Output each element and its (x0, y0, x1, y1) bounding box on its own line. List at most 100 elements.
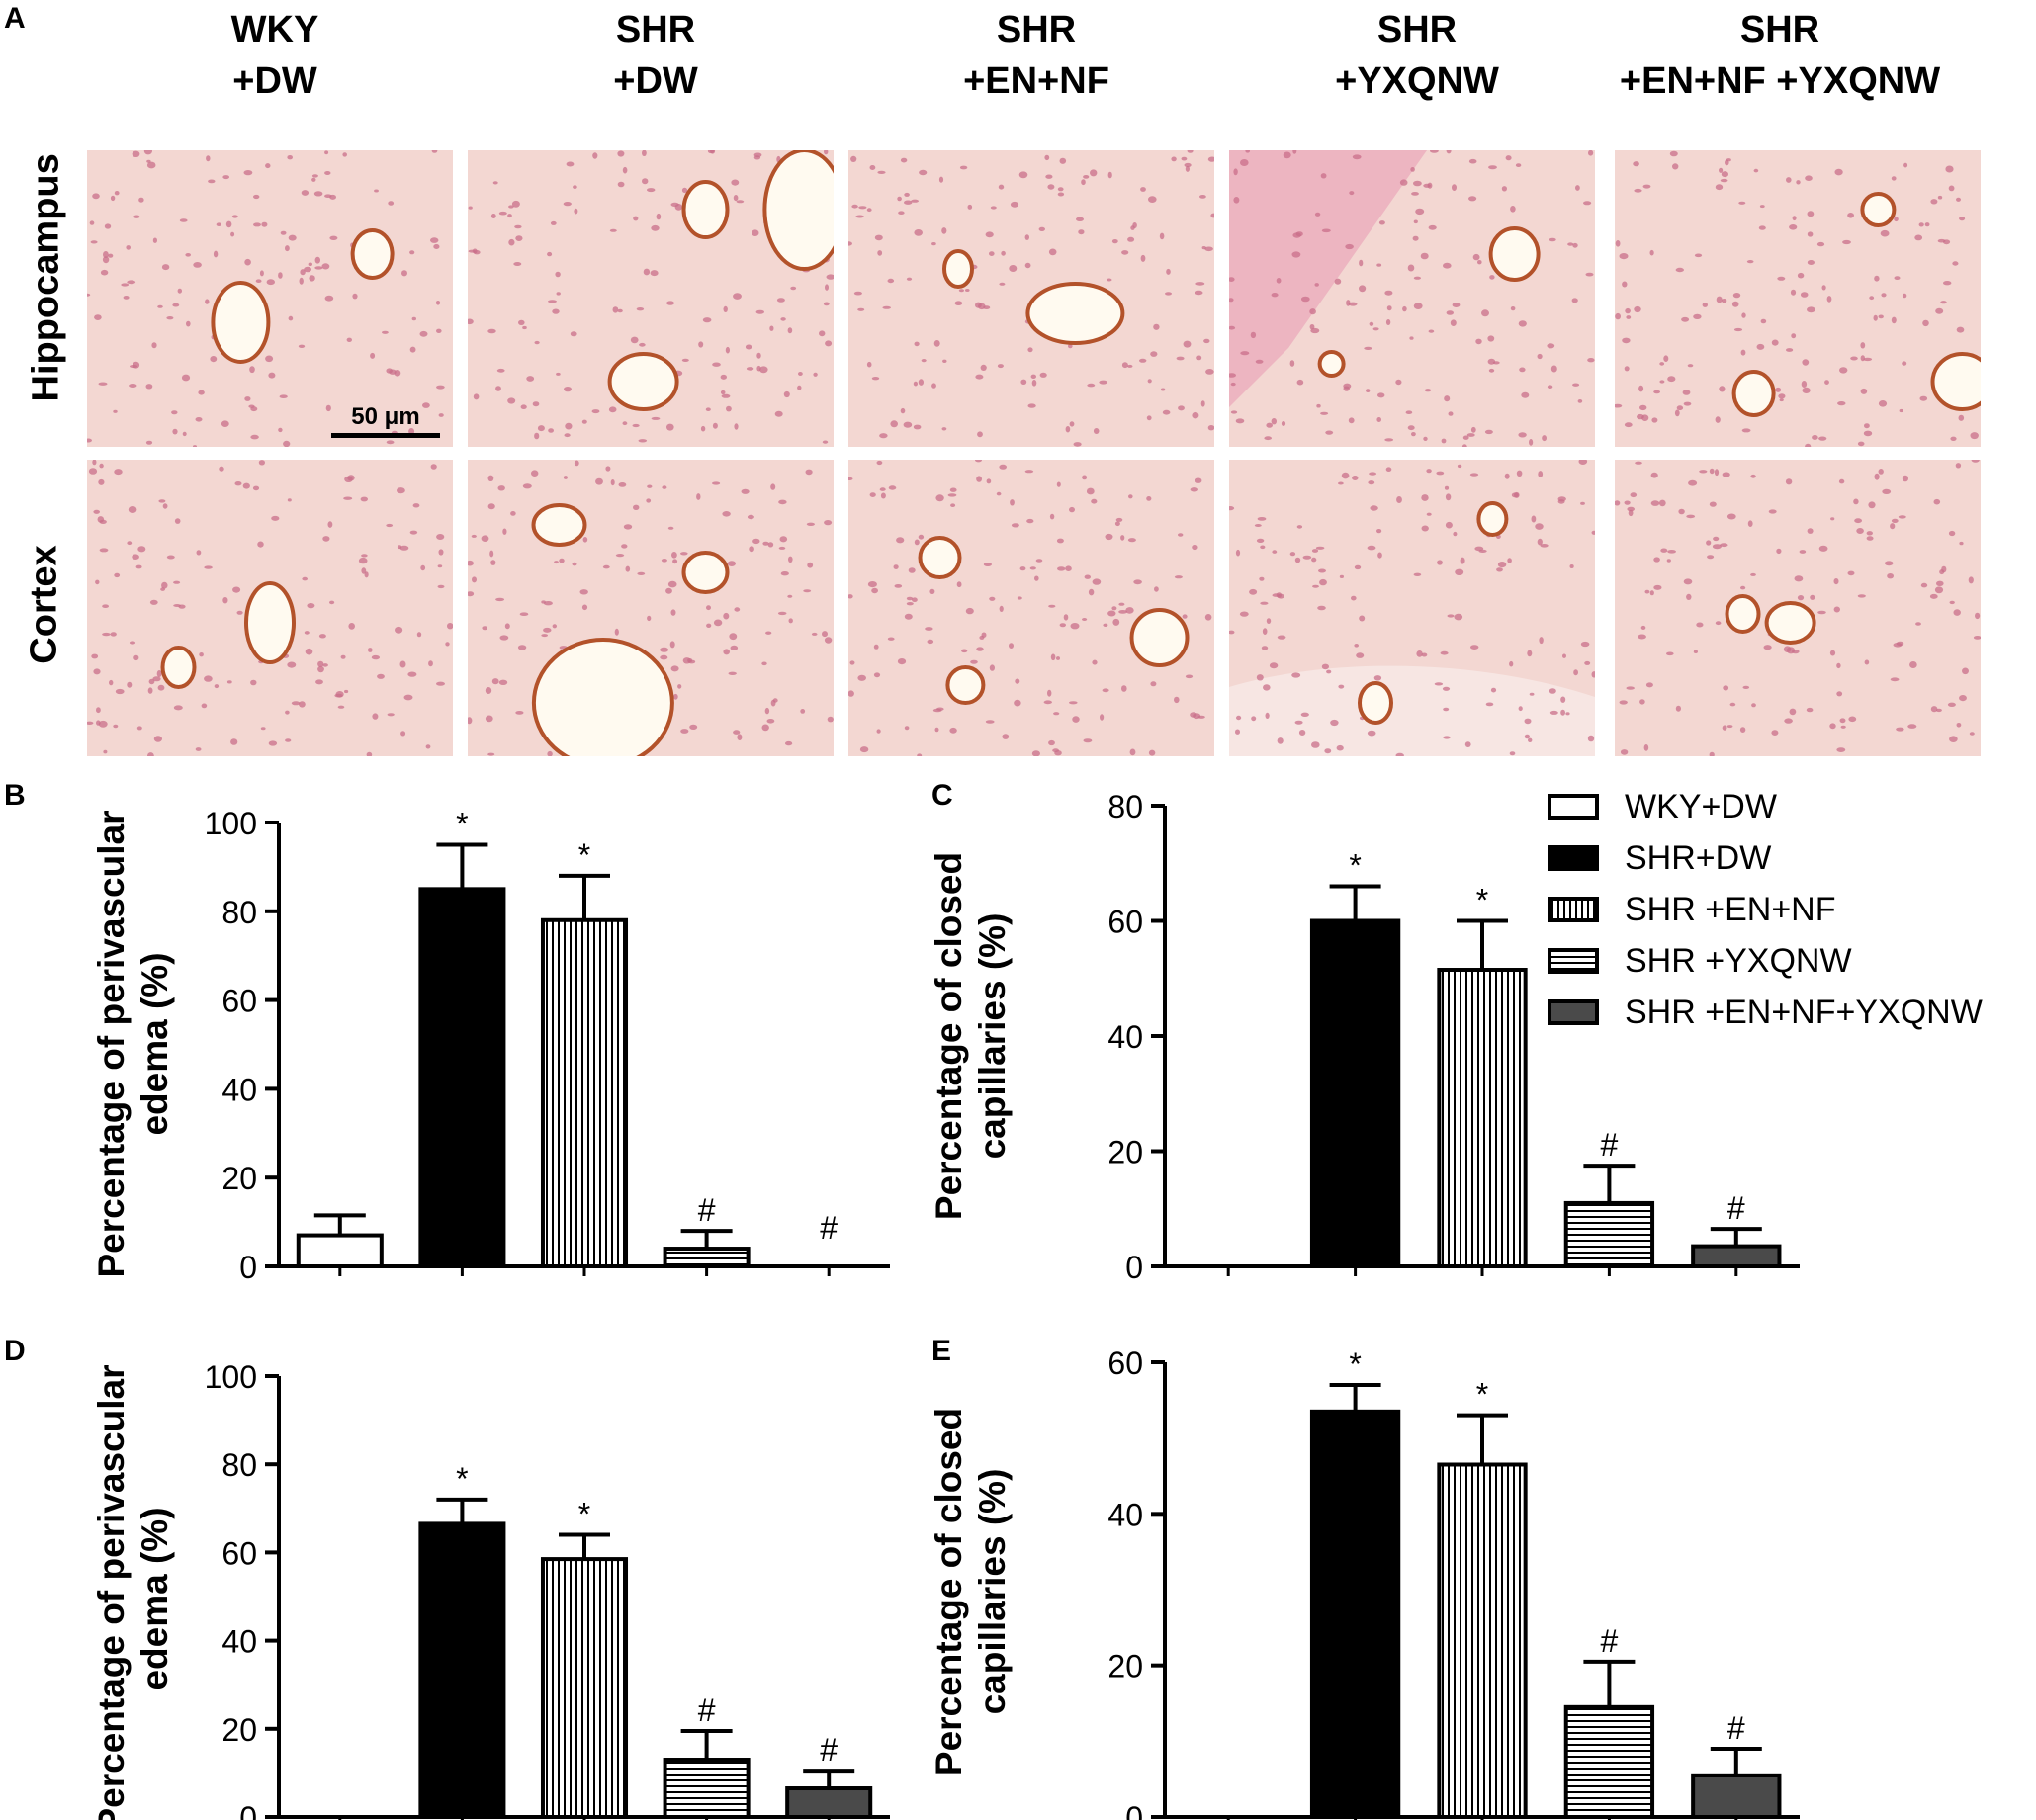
chart-e-bar-5 (1691, 1773, 1782, 1820)
legend-swatch-vstripe (1548, 897, 1599, 922)
chart-c-tick-label: 80 (1107, 789, 1143, 824)
chart-e-tick-label: 40 (1107, 1497, 1143, 1532)
chart-e-bar-2 (1309, 1409, 1401, 1820)
scale-bar-label: 50 μm (351, 403, 420, 430)
column-header-shr-yxqnw: SHR +YXQNW (1335, 9, 1499, 102)
scale-bar: 50 μm (331, 403, 440, 438)
chart-b-tick-label: 100 (205, 806, 257, 841)
micrograph-cortex-2 (468, 460, 834, 756)
chart-e-tick-label: 20 (1107, 1649, 1143, 1685)
legend-item-wky-dw: WKY+DW (1548, 781, 1983, 832)
micrograph-hippocampus-4 (1229, 150, 1595, 447)
legend-swatch-black (1548, 845, 1599, 871)
micrograph-image (1229, 150, 1595, 447)
chart-b-bar-1 (296, 1233, 384, 1268)
chart-b-tick-label: 20 (221, 1161, 257, 1196)
chart-e-bar-4 (1563, 1704, 1655, 1820)
panel-letter-c: C (931, 779, 953, 812)
chart-c-significance-mark: * (1349, 848, 1361, 884)
micrograph-image (1615, 460, 1981, 756)
chart-d-bar-3 (540, 1557, 629, 1819)
legend-swatch-hstripe (1548, 948, 1599, 974)
panel-letter-a: A (4, 2, 26, 35)
chart-d-tick-label: 100 (205, 1359, 257, 1395)
chart-d-significance-mark: # (698, 1692, 716, 1728)
chart-e-bar-3 (1437, 1462, 1528, 1819)
chart-c-tick-label: 40 (1107, 1019, 1143, 1055)
chart-e-significance-mark: * (1476, 1377, 1488, 1413)
micrograph-image (87, 460, 453, 756)
chart-c-significance-mark: # (1727, 1190, 1745, 1226)
micrograph-cortex-3 (848, 460, 1214, 756)
chart-e-tick-label: 60 (1107, 1345, 1143, 1381)
chart-b-significance-mark: # (820, 1210, 838, 1246)
chart-e-significance-mark: # (1727, 1710, 1745, 1746)
legend-label: SHR+DW (1625, 838, 1772, 877)
chart-d-bar-4 (663, 1758, 751, 1820)
column-header-shr-dw: SHR +DW (613, 9, 698, 102)
chart-c-bar-4 (1563, 1200, 1655, 1269)
panel-letter-e: E (931, 1335, 952, 1367)
micrograph-image (87, 150, 453, 447)
legend-item-shr-en-nf: SHR +EN+NF (1548, 884, 1983, 935)
scale-bar-line (331, 433, 440, 438)
chart-b-tick-label: 0 (239, 1250, 257, 1285)
micrograph-cortex-4 (1229, 460, 1595, 756)
legend-item-shr-yxqnw: SHR +YXQNW (1548, 935, 1983, 987)
panel-letter-b: B (4, 779, 26, 812)
micrograph-image (1229, 460, 1595, 756)
legend-swatch-dark (1548, 999, 1599, 1025)
chart-d-ylabel: Percentage of perivascularedema (%) (91, 1365, 175, 1820)
chart-c-bar-3 (1437, 968, 1528, 1268)
chart-d-tick-label: 80 (221, 1447, 257, 1483)
chart-b-ylabel: Percentage of perivascularedema (%) (91, 811, 175, 1278)
chart-b-bar-4 (663, 1247, 751, 1269)
legend-item-shr-en-nf-yxqnw: SHR +EN+NF+YXQNW (1548, 987, 1983, 1038)
chart-c-significance-mark: * (1476, 883, 1488, 918)
legend-item-shr-dw: SHR+DW (1548, 832, 1983, 884)
chart-d-significance-mark: * (578, 1497, 590, 1532)
chart-c-bar-5 (1691, 1244, 1782, 1269)
legend: WKY+DW SHR+DW SHR +EN+NF SHR +YXQNW SHR … (1548, 781, 1983, 1038)
micrograph-image (848, 150, 1214, 447)
micrograph-hippocampus-2 (468, 150, 834, 447)
legend-label: WKY+DW (1625, 787, 1777, 825)
chart-c-tick-label: 20 (1107, 1135, 1143, 1170)
chart-d-tick-label: 20 (221, 1712, 257, 1748)
legend-label: SHR +YXQNW (1625, 941, 1852, 980)
chart-d-bar-5 (785, 1786, 873, 1820)
chart-b-significance-mark: * (578, 837, 590, 873)
chart-e-significance-mark: # (1601, 1623, 1619, 1659)
chart-c-tick-label: 0 (1125, 1250, 1143, 1285)
column-header-wky-dw: WKY +DW (230, 9, 319, 102)
chart-b-bar-3 (540, 917, 629, 1269)
chart-e-significance-mark: * (1349, 1346, 1361, 1382)
chart-d-tick-label: 60 (221, 1535, 257, 1571)
micrograph-image (468, 150, 834, 447)
chart-d-significance-mark: # (820, 1732, 838, 1768)
micrograph-cortex-1 (87, 460, 453, 756)
chart-b-tick-label: 80 (221, 895, 257, 930)
chart-e-tick-label: 0 (1125, 1800, 1143, 1820)
chart-c-ylabel: Percentage of closedcapillaries (%) (929, 852, 1013, 1220)
micrograph-image (848, 460, 1214, 756)
chart-d-tick-label: 0 (239, 1800, 257, 1820)
panel-letter-d: D (4, 1335, 26, 1367)
chart-e-ylabel: Percentage of closedcapillaries (%) (929, 1408, 1013, 1776)
micrograph-cortex-5 (1615, 460, 1981, 756)
chart-d-tick-label: 40 (221, 1624, 257, 1660)
chart-b-bar-2 (418, 887, 506, 1268)
column-header-shr-en-nf-yxqnw: SHR +EN+NF +YXQNW (1619, 9, 1941, 102)
chart-b-significance-mark: * (456, 806, 468, 841)
micrograph-hippocampus-5 (1615, 150, 1981, 447)
micrograph-image (1615, 150, 1981, 447)
column-header-shr-en-nf: SHR +EN+NF (963, 9, 1109, 102)
chart-b-tick-label: 40 (221, 1072, 257, 1107)
legend-label: SHR +EN+NF (1625, 890, 1836, 928)
chart-d-bar-2 (418, 1521, 506, 1820)
chart-b-tick-label: 60 (221, 984, 257, 1019)
chart-c-tick-label: 60 (1107, 905, 1143, 940)
micrograph-hippocampus-1 (87, 150, 453, 447)
chart-c-significance-mark: # (1601, 1127, 1619, 1163)
